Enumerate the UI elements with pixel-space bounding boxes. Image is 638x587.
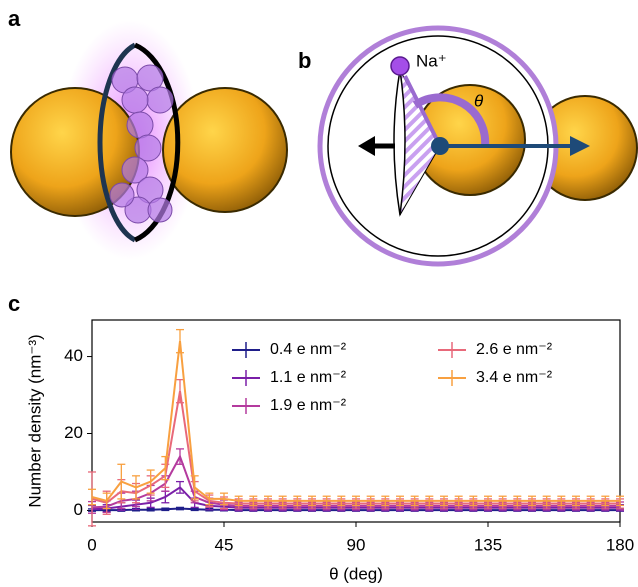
panel-label: b — [298, 48, 311, 73]
series — [88, 328, 624, 510]
panel-label: c — [8, 291, 20, 316]
legend-label: 3.4 e nm⁻² — [476, 369, 553, 386]
series-line — [91, 341, 620, 502]
legend-label: 2.6 e nm⁻² — [476, 341, 553, 358]
y-tick-label: 0 — [74, 500, 83, 519]
y-tick-label: 20 — [64, 423, 83, 442]
y-tick-label: 40 — [64, 346, 83, 365]
x-tick-label: 45 — [215, 535, 234, 554]
panel-a-illustration — [10, 20, 288, 260]
x-tick-label: 135 — [474, 535, 502, 554]
legend-label: 1.9 e nm⁻² — [270, 397, 347, 414]
panel-label: a — [8, 6, 21, 31]
x-tick-label: 0 — [87, 535, 96, 554]
y-axis-label: Number density (nm⁻³) — [25, 334, 44, 507]
panel-b-illustration — [317, 25, 638, 267]
x-axis-label: θ (deg) — [329, 564, 383, 583]
ion-label: Na⁺ — [416, 51, 447, 70]
legend: 0.4 e nm⁻² 1.1 e nm⁻² 1.9 e nm⁻² 2.6 e nm⁻²… — [232, 341, 553, 414]
angle-label: θ — [474, 91, 484, 110]
legend-label: 0.4 e nm⁻² — [270, 341, 347, 358]
x-tick-label: 90 — [347, 535, 366, 554]
x-tick-label: 180 — [606, 535, 634, 554]
series-line — [91, 391, 620, 505]
legend-label: 1.1 e nm⁻² — [270, 369, 347, 386]
